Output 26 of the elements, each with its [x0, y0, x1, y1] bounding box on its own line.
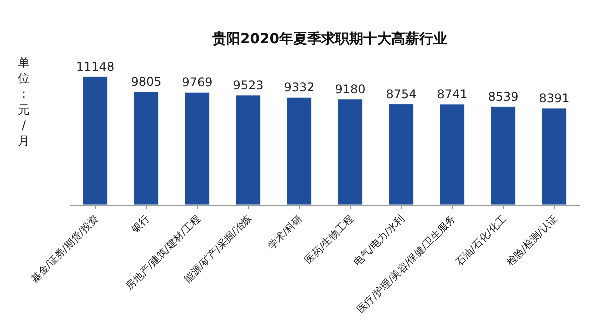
bar [236, 95, 261, 205]
data-label: 9769 [182, 76, 213, 90]
bar [491, 106, 516, 205]
bar [389, 104, 414, 205]
bar [287, 97, 312, 205]
y-axis-title: 单位：元/月 [18, 56, 30, 148]
data-label: 8391 [539, 91, 570, 106]
data-label: 11148 [76, 60, 115, 74]
bar [440, 104, 465, 205]
bar [134, 92, 159, 205]
x-tick-label: 银行 [130, 214, 152, 237]
x-tick-label: 检验/检测/认证 [504, 213, 560, 269]
data-label: 9805 [131, 75, 162, 90]
chart-title: 贵阳2020年夏季求职期十大高薪行业 [212, 30, 448, 48]
x-tick-label: 基金/证券/期货/投资 [28, 213, 102, 286]
bar [542, 108, 567, 205]
data-label: 9332 [284, 80, 315, 95]
data-label: 8754 [386, 87, 417, 102]
data-label: 8741 [437, 87, 468, 102]
bar [338, 99, 363, 205]
x-tick-label: 学术/科研 [266, 213, 306, 252]
data-label: 9523 [233, 78, 264, 92]
data-label: 8539 [488, 90, 519, 104]
bar [185, 92, 210, 205]
bar [83, 76, 108, 205]
data-label: 9180 [335, 82, 366, 96]
